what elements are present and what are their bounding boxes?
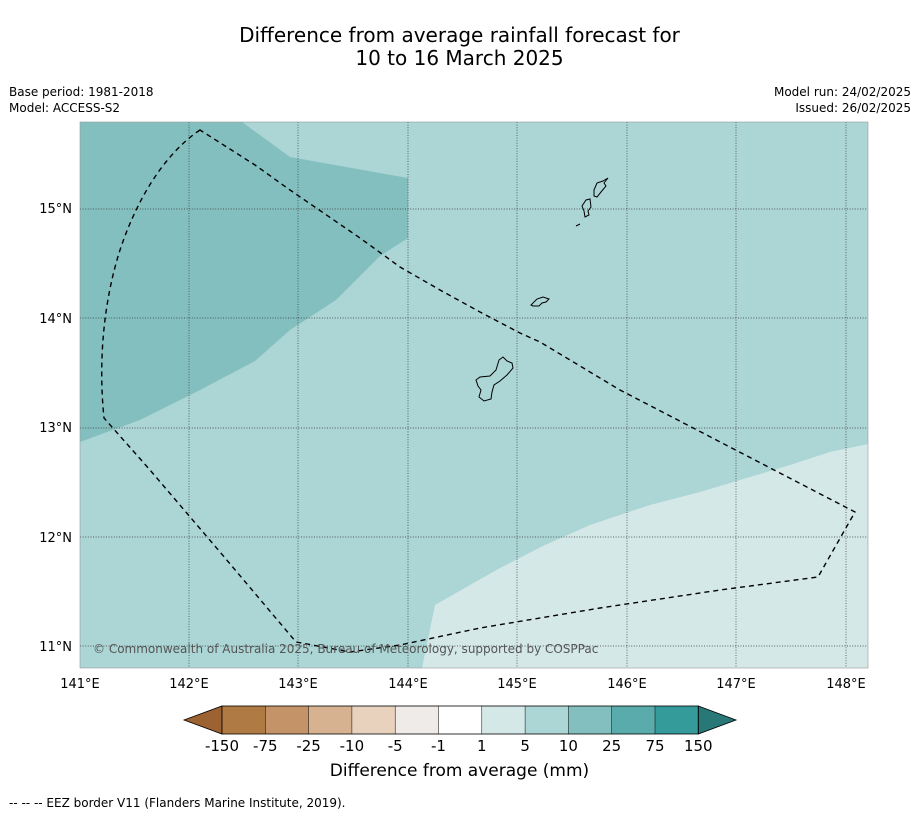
eez-border — [101, 129, 856, 653]
colorbar: -150 -75 -25 -10 -5 -1 1 5 10 25 75 150 — [182, 705, 738, 755]
colorbar-tick-label: 25 — [602, 737, 621, 755]
colorbar-tick-label: 75 — [645, 737, 664, 755]
colorbar-extend-low — [182, 705, 223, 735]
title-line-1: Difference from average rainfall forecas… — [239, 23, 680, 47]
colorbar-swatch — [222, 706, 266, 734]
colorbar-swatch — [438, 706, 482, 734]
colorbar-swatch — [395, 706, 439, 734]
colorbar-swatch — [525, 706, 569, 734]
colorbar-tick-label: -150 — [205, 737, 239, 755]
rota-island — [530, 296, 550, 307]
lat-label: 15°N — [39, 202, 72, 217]
rainfall-class-1-5 — [422, 444, 868, 668]
lon-label: 146°E — [607, 677, 647, 692]
colorbar-swatch — [611, 706, 655, 734]
colorbar-extend-high — [697, 705, 738, 735]
meta-left: Base period: 1981-2018 Model: ACCESS-S2 — [9, 84, 154, 116]
lat-label: 11°N — [39, 640, 72, 655]
colorbar-swatch — [265, 706, 309, 734]
lat-label: 12°N — [39, 531, 72, 546]
graticule — [80, 122, 868, 668]
colorbar-tick-label: -25 — [296, 737, 321, 755]
lon-label: 143°E — [278, 677, 318, 692]
lat-label: 13°N — [39, 421, 72, 436]
model-name: Model: ACCESS-S2 — [9, 101, 121, 115]
title-line-2: 10 to 16 March 2025 — [355, 46, 564, 70]
colorbar-swatch — [655, 706, 699, 734]
coastlines — [475, 177, 609, 402]
tinian-island — [581, 198, 592, 218]
longitude-labels: 141°E 142°E 143°E 144°E 145°E 146°E 147°… — [60, 677, 866, 692]
colorbar-tick-label: 5 — [520, 737, 530, 755]
colorbar-swatch — [308, 706, 352, 734]
colorbar-tick-label: 10 — [559, 737, 578, 755]
model-run: Model run: 24/02/2025 — [773, 85, 911, 99]
lon-label: 144°E — [388, 677, 428, 692]
lon-label: 142°E — [169, 677, 209, 692]
lon-label: 147°E — [716, 677, 756, 692]
colorbar-tick-label: -75 — [253, 737, 278, 755]
colorbar-tick-label: -5 — [388, 737, 403, 755]
colorbar-tick-label: -1 — [431, 737, 446, 755]
map-frame — [79, 121, 869, 669]
colorbar-unit-label: Difference from average (mm) — [329, 761, 590, 781]
saipan-island — [593, 177, 609, 198]
map-plot-area — [80, 122, 868, 668]
colorbar-tick-label: 150 — [684, 737, 713, 755]
colorbar-swatch — [351, 706, 396, 734]
guam-island — [475, 356, 514, 402]
lon-label: 145°E — [497, 677, 537, 692]
lon-label: 148°E — [826, 677, 866, 692]
aguijan-islet — [575, 223, 581, 227]
colorbar-frame — [221, 705, 699, 735]
colorbar-swatch — [481, 706, 526, 734]
colorbar-tick-label: -10 — [340, 737, 365, 755]
meta-right: Model run: 24/02/2025 Issued: 26/02/2025 — [774, 84, 911, 116]
base-period: Base period: 1981-2018 — [9, 85, 154, 99]
eez-footnote: -- -- -- EEZ border V11 (Flanders Marine… — [9, 796, 346, 810]
rainfall-class-10-25 — [80, 122, 408, 442]
colorbar-swatch — [568, 706, 612, 734]
lat-label: 14°N — [39, 312, 72, 327]
copyright-text: © Commonwealth of Australia 2025, Bureau… — [93, 642, 598, 656]
lon-label: 141°E — [60, 677, 100, 692]
latitude-labels: 15°N 14°N 13°N 12°N 11°N — [39, 202, 72, 655]
colorbar-tick-label: 1 — [477, 737, 487, 755]
issued-date: Issued: 26/02/2025 — [795, 101, 911, 115]
